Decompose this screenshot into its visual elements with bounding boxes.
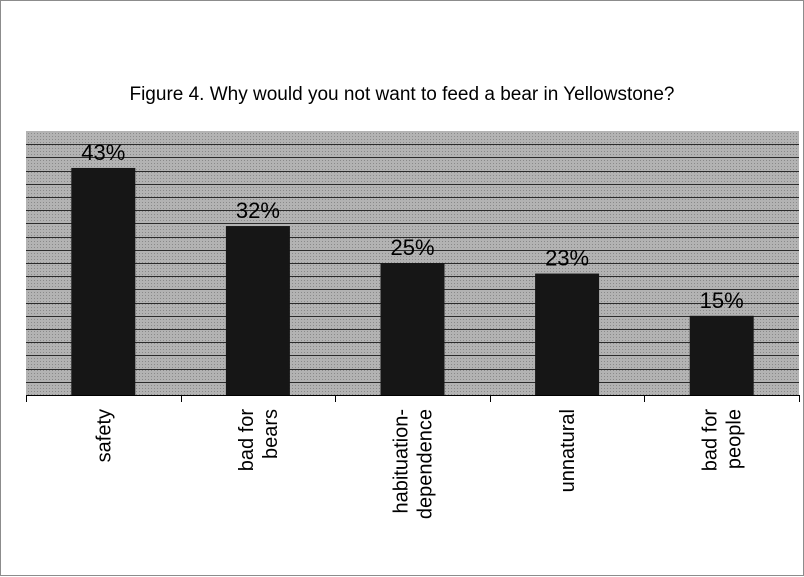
- category-label: safety: [93, 409, 115, 462]
- bar: [225, 226, 290, 395]
- chart-title: Figure 4. Why would you not want to feed…: [129, 84, 674, 105]
- bar: [380, 263, 445, 395]
- data-label: 25%: [390, 235, 434, 260]
- data-labels: 43% 32% 25% 23% 15%: [81, 140, 743, 313]
- data-label: 23%: [545, 246, 589, 271]
- category-label-line: habituation-: [391, 409, 413, 514]
- category-label: unnatural: [557, 409, 579, 492]
- category-labels: safety bad for bears habituation-dependence…: [93, 409, 745, 519]
- bar: [535, 273, 600, 395]
- category-label-line: dependence: [415, 409, 437, 519]
- x-axis: [26, 395, 800, 402]
- category-label: habituation-dependence: [391, 409, 437, 519]
- category-label: bad for people: [700, 409, 746, 472]
- bar: [71, 167, 136, 395]
- data-label: 15%: [700, 288, 744, 313]
- category-label-line: bad for: [236, 409, 258, 472]
- category-label: bad for bears: [236, 409, 282, 472]
- bars: [71, 167, 754, 395]
- category-label-line: bad for: [700, 409, 722, 472]
- category-label-line: people: [724, 409, 746, 469]
- data-label: 43%: [81, 140, 125, 165]
- bar: [689, 315, 754, 395]
- category-label-line: safety: [93, 409, 115, 462]
- data-label: 32%: [236, 198, 280, 223]
- category-label-line: unnatural: [557, 409, 579, 492]
- category-label-line: bears: [260, 409, 282, 459]
